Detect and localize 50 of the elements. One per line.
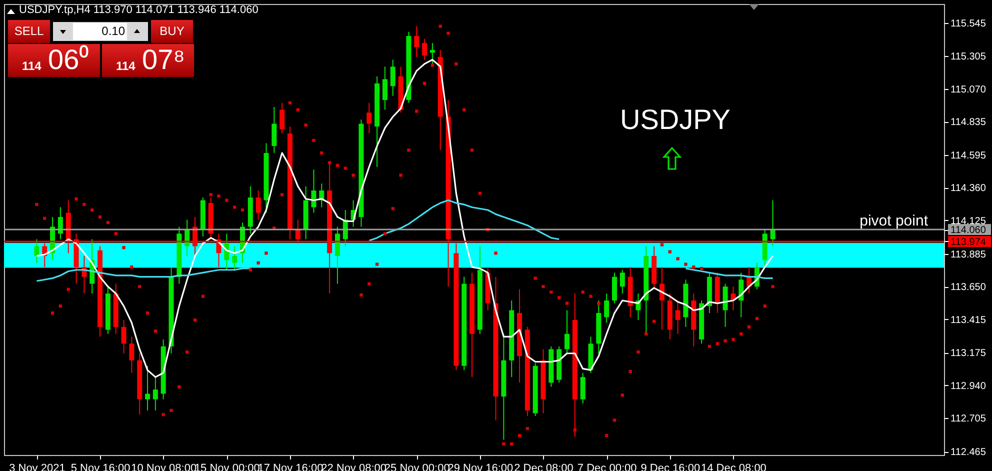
y-tick-label: 114.595 (950, 150, 986, 162)
y-tick-label: 114.060 (950, 225, 986, 236)
annotation: 0.10 (73, 23, 127, 40)
chart-title: USDJPY.tp,H4 113.970 114.071 113.946 114.060 (19, 4, 258, 16)
candlestick (612, 272, 617, 304)
candlestick (34, 238, 40, 264)
candlestick (334, 226, 340, 284)
candlestick (129, 336, 134, 374)
candlestick (722, 283, 728, 328)
buy-button: BUY (151, 20, 193, 43)
annotation: USDJPY (620, 104, 730, 136)
candlestick (58, 206, 63, 240)
ref-line-label: pivot point (860, 212, 929, 230)
annotation: 114 06⁰ (22, 44, 90, 76)
y-tick-label: 115.070 (950, 84, 986, 96)
candlestick (272, 106, 277, 154)
candlestick (564, 310, 570, 354)
candlestick (620, 269, 625, 294)
candlestick (414, 26, 420, 58)
candlestick (121, 319, 126, 354)
candlestick (152, 376, 158, 411)
candlestick (675, 300, 680, 334)
candlestick (390, 59, 396, 96)
y-tick-label: 112.465 (950, 447, 986, 458)
candlestick (366, 102, 372, 134)
candlestick (580, 372, 586, 404)
y-tick-label: 113.415 (950, 314, 986, 326)
candlestick (145, 365, 150, 411)
y-tick-label: 113.650 (950, 282, 986, 294)
ask-price-box: 114 07⁸ (102, 44, 194, 77)
annotation: 114 07⁸ (116, 44, 185, 76)
bid-price-box: 114 06⁰ (8, 44, 100, 77)
candlestick (604, 293, 610, 324)
candlestick (738, 272, 744, 318)
candlestick (232, 246, 238, 270)
y-tick-label: 115.305 (950, 52, 986, 63)
y-tick-label: 112.705 (950, 414, 986, 425)
candlestick (382, 66, 388, 110)
sell-button: SELL (8, 20, 50, 43)
y-tick-label: 113.974 (950, 236, 986, 248)
y-tick-label: 112.940 (950, 380, 986, 392)
y-tick-label: 114.835 (950, 117, 986, 128)
y-tick-label: 114.360 (950, 183, 986, 194)
candlestick (256, 190, 261, 220)
lot-size-field: 0.10 (53, 22, 148, 41)
y-tick-label: 115.545 (950, 18, 986, 30)
y-tick-label: 113.175 (950, 348, 986, 360)
candlestick (422, 38, 428, 60)
candlestick (280, 102, 285, 134)
y-tick-label: 113.885 (950, 249, 986, 260)
